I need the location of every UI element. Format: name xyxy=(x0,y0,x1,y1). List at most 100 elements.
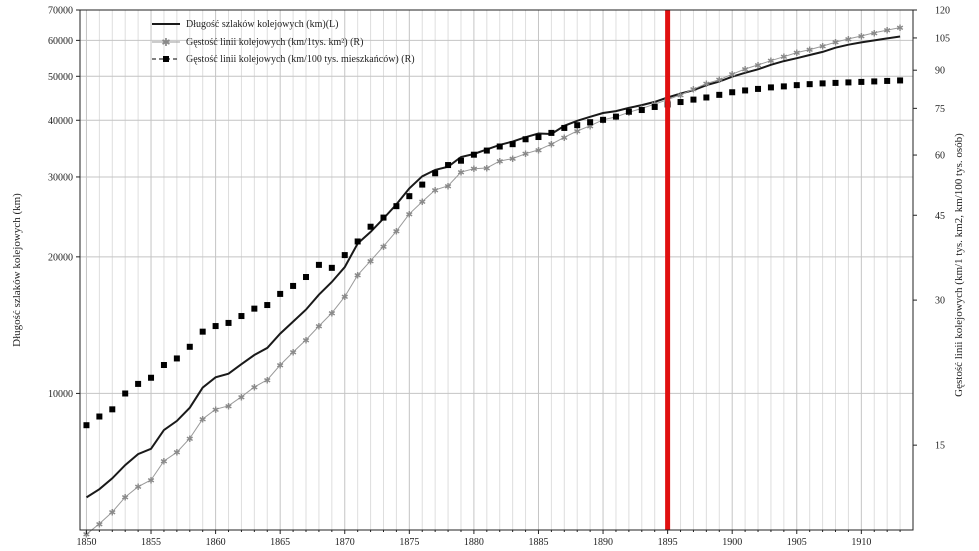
data-point-square xyxy=(625,108,632,115)
data-point-square xyxy=(445,162,452,169)
data-point-star: ✱ xyxy=(186,435,194,445)
y-left-tick-label: 20000 xyxy=(48,252,73,263)
y-left-tick-label: 10000 xyxy=(48,389,73,400)
data-point-square xyxy=(122,390,129,397)
series-layer: ✱ ✱ ✱ ✱ ✱ ✱ ✱ ✱ ✱ ✱ ✱ ✱ ✱ ✱ ✱ ✱ ✱ ✱ ✱ ✱ ✱ ✱ ✱ ✱ ✱ ✱ ✱ ✱ ✱ ✱ ✱ ✱ ✱ ✱ ✱ ✱ ✱ ✱ ✱ ✱… xyxy=(83,24,904,541)
legend-label-density-area: Gęstość linii kolejowych (km/1tys. km²) … xyxy=(186,37,363,48)
data-point-star: ✱ xyxy=(690,86,698,96)
y-right-tick-label: 30 xyxy=(935,296,945,307)
data-point-square xyxy=(225,319,232,326)
y-right-tick-label: 60 xyxy=(935,151,945,162)
data-point-square xyxy=(897,77,904,84)
data-point-star: ✱ xyxy=(470,165,478,175)
y-left-tick-label: 50000 xyxy=(48,72,73,83)
data-point-square xyxy=(264,302,271,309)
data-point-star: ✱ xyxy=(548,141,556,151)
series-line-length xyxy=(85,35,901,499)
data-point-star: ✱ xyxy=(832,39,840,49)
data-point-star: ✱ xyxy=(173,449,181,459)
x-tick-label: 1900 xyxy=(722,537,742,548)
data-point-square xyxy=(328,264,335,271)
data-point-square xyxy=(651,103,658,110)
plot-frame xyxy=(79,9,914,531)
data-point-square xyxy=(315,261,322,268)
legend-swatch-square-icon xyxy=(163,56,169,62)
x-tick-label: 1910 xyxy=(851,537,871,548)
data-point-square xyxy=(871,78,878,85)
y-right-tick-label: 120 xyxy=(935,6,950,17)
x-tick-label: 1850 xyxy=(76,537,96,548)
data-point-star: ✱ xyxy=(741,66,749,76)
data-point-square xyxy=(148,374,155,381)
data-point-star: ✱ xyxy=(276,362,284,372)
data-point-square xyxy=(742,87,749,94)
data-point-square xyxy=(858,78,865,85)
x-tick-label: 1905 xyxy=(787,537,807,548)
data-point-star: ✱ xyxy=(212,406,220,416)
data-point-star: ✱ xyxy=(754,61,762,71)
legend-item-density-area: ✱ Gęstość linii kolejowych (km/1tys. km²… xyxy=(152,36,363,49)
data-point-star: ✱ xyxy=(393,228,401,238)
data-point-star: ✱ xyxy=(251,384,259,394)
data-point-square xyxy=(574,122,581,129)
data-point-square xyxy=(496,143,503,150)
data-point-square xyxy=(406,193,413,200)
legend-item-density-pop: Gęstość linii kolejowych (km/100 tys. mi… xyxy=(152,54,415,65)
y-axis-right-title: Gęstość linii kolejowych (km/1 tys. km2,… xyxy=(953,133,965,397)
data-point-star: ✱ xyxy=(315,323,323,333)
data-point-star: ✱ xyxy=(225,402,233,412)
series-length xyxy=(85,35,901,499)
data-point-star: ✱ xyxy=(677,91,685,101)
x-tick-label: 1855 xyxy=(141,537,161,548)
data-point-square xyxy=(199,328,206,335)
data-point-star: ✱ xyxy=(431,186,439,196)
data-point-square xyxy=(819,80,826,87)
data-point-square xyxy=(251,305,258,312)
data-point-star: ✱ xyxy=(870,29,878,39)
data-point-star: ✱ xyxy=(780,53,788,63)
data-point-square xyxy=(677,99,684,106)
data-point-square xyxy=(729,89,736,96)
y-left-tick-label: 60000 xyxy=(48,36,73,47)
data-point-square xyxy=(135,380,142,387)
data-point-square xyxy=(457,157,464,164)
data-point-square xyxy=(96,413,103,420)
data-point-star: ✱ xyxy=(367,257,375,267)
y-right-tick-label: 45 xyxy=(935,211,945,222)
x-tick-label: 1860 xyxy=(206,537,226,548)
data-point-square xyxy=(212,323,219,330)
x-tick-label: 1865 xyxy=(270,537,290,548)
data-point-square xyxy=(587,119,594,126)
data-point-star: ✱ xyxy=(302,336,310,346)
data-point-square xyxy=(186,343,193,350)
data-point-star: ✱ xyxy=(806,46,814,56)
y-left-tick-label: 70000 xyxy=(48,6,73,17)
data-point-square xyxy=(83,422,90,429)
data-point-square xyxy=(160,362,167,369)
ticks: 1850 1855 1860 1865 1870 1875 1880 1885 1890 1895… xyxy=(48,6,950,549)
data-point-square xyxy=(806,81,813,88)
x-tick-label: 1890 xyxy=(593,537,613,548)
data-point-square xyxy=(238,313,245,320)
data-point-star: ✱ xyxy=(160,458,168,468)
data-point-square xyxy=(716,91,723,98)
data-point-square xyxy=(483,147,490,154)
data-point-square xyxy=(380,214,387,221)
data-point-star: ✱ xyxy=(767,57,775,67)
data-point-square xyxy=(367,223,374,230)
legend-label-density-pop: Gęstość linii kolejowych (km/100 tys. mi… xyxy=(186,54,415,65)
data-point-star: ✱ xyxy=(483,164,491,174)
grid xyxy=(80,9,913,530)
data-point-square xyxy=(755,85,762,92)
data-point-square xyxy=(470,151,477,158)
data-point-star: ✱ xyxy=(573,128,581,138)
data-point-square xyxy=(561,124,568,131)
data-point-star: ✱ xyxy=(561,134,569,144)
data-point-star: ✱ xyxy=(444,182,452,192)
data-point-star: ✱ xyxy=(341,293,349,303)
y-right-tick-label: 15 xyxy=(935,441,945,452)
data-point-star: ✱ xyxy=(263,376,271,386)
data-point-star: ✱ xyxy=(896,24,904,34)
series-density-area: ✱ ✱ ✱ ✱ ✱ ✱ ✱ ✱ ✱ ✱ ✱ ✱ ✱ ✱ ✱ ✱ ✱ ✱ ✱ ✱ ✱ ✱ ✱ ✱ ✱ ✱ ✱ ✱ ✱ ✱ ✱ ✱ ✱ ✱ ✱ ✱ ✱ ✱ ✱ ✱… xyxy=(83,24,904,541)
